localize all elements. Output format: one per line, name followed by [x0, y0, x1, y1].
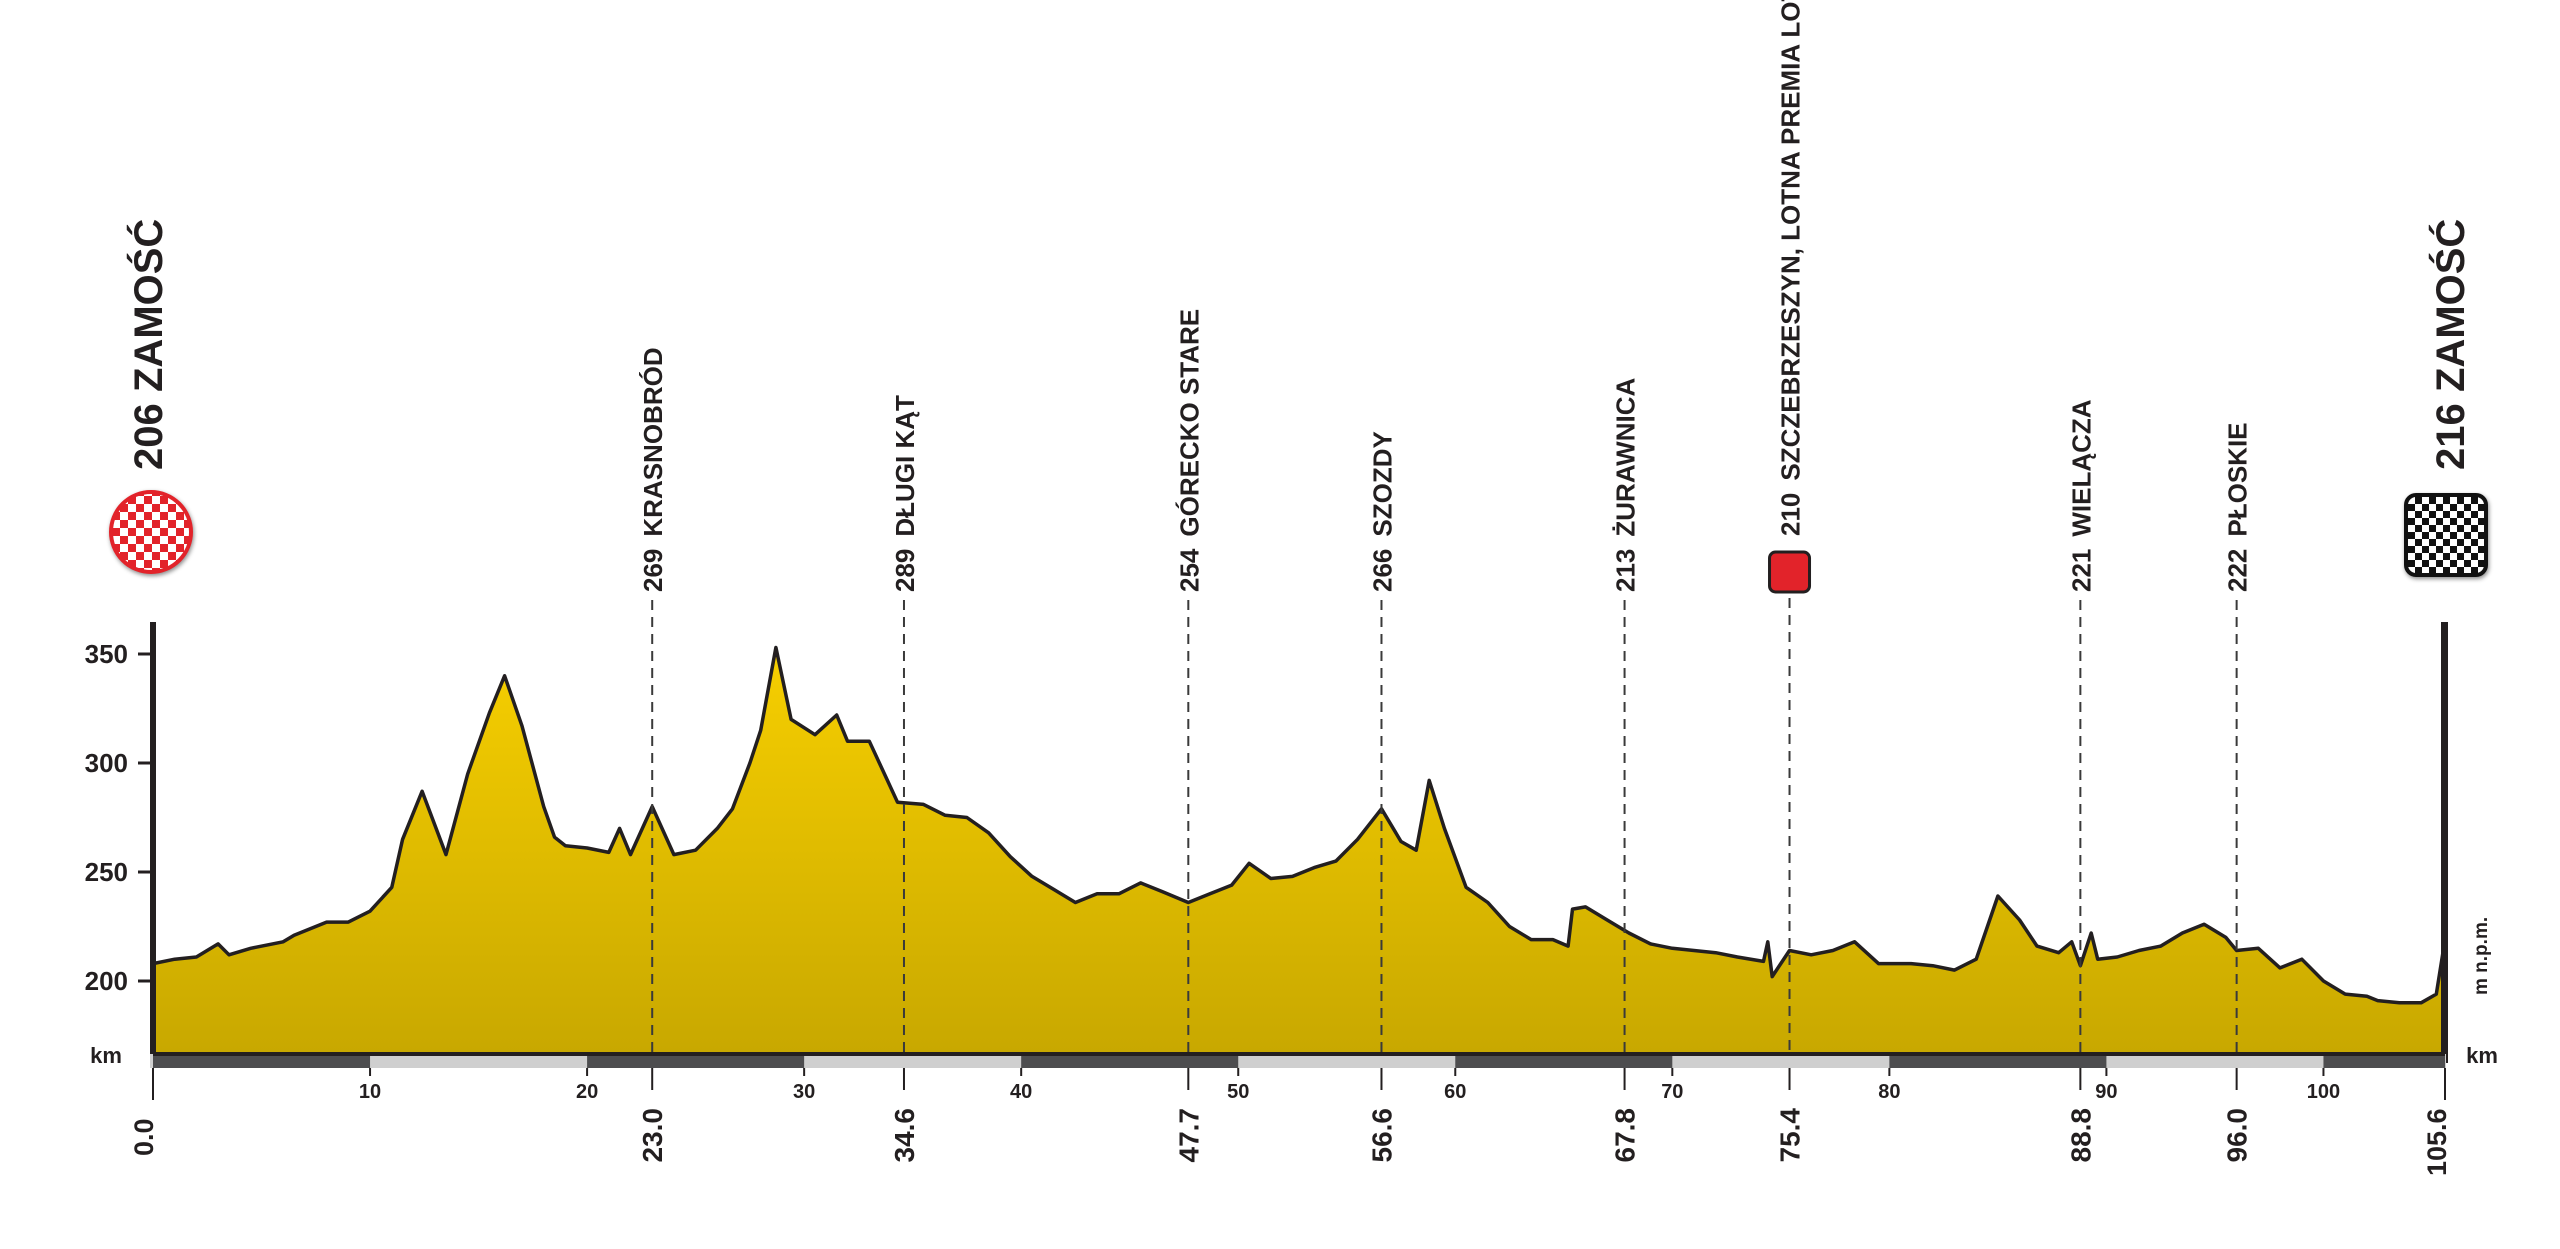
waypoint-name-label: 266SZOZDY — [1367, 431, 1397, 592]
waypoint-km-label: 67.8 — [1610, 1108, 1641, 1163]
x-tick-label: 20 — [576, 1081, 598, 1103]
x-tick-label: 10 — [359, 1081, 381, 1103]
x-tick-label: 80 — [1878, 1081, 1900, 1103]
waypoint-km-label: 47.7 — [1173, 1108, 1204, 1163]
waypoint-name-label: 210SZCZEBRZESZYN, LOTNA PREMIA LOTTO — [1776, 0, 1806, 536]
finish-flag-icon — [2404, 493, 2488, 577]
waypoint-km-label: 88.8 — [2065, 1108, 2096, 1163]
y-tick-label: 250 — [85, 857, 128, 887]
waypoint-km-labels: 23.0 34.6 47.7 56.6 67.8 75.4 88.8 96.0 — [637, 1108, 2252, 1163]
y-unit-label-left: km — [90, 1043, 122, 1068]
finish-label: 216 ZAMOŚĆ — [2427, 219, 2473, 470]
x-tick-label: 30 — [793, 1081, 815, 1103]
x-tick-label: 60 — [1444, 1081, 1466, 1103]
waypoint-name-label: 222PŁOSKIE — [2223, 422, 2253, 592]
distance-bar-segment — [587, 1054, 805, 1068]
y-tick-label: 300 — [85, 748, 128, 778]
distance-bar-segments — [153, 1052, 2445, 1068]
finish-name: ZAMOŚĆ — [2427, 219, 2473, 392]
x-unit-label-right: km — [2466, 1043, 2498, 1068]
elevation-outline — [152, 645, 2447, 1005]
waypoint-km-label: 56.6 — [1366, 1108, 1397, 1163]
waypoint-km-label: 34.6 — [889, 1108, 920, 1163]
start-name: ZAMOŚĆ — [125, 219, 171, 392]
start-flag-icon — [109, 490, 193, 574]
sprint-marker-group — [1768, 550, 1812, 594]
finish-altitude: 216 — [2429, 403, 2473, 470]
distance-bar-segment — [1889, 1054, 2107, 1068]
waypoint-name-label: 289DŁUGI KĄT — [890, 395, 920, 592]
waypoint-km-label: 75.4 — [1775, 1108, 1806, 1163]
start-altitude: 206 — [127, 403, 171, 470]
sprint-marker-icon — [1768, 550, 1812, 594]
waypoint-name-label: 213ŻURAWNICA — [1611, 378, 1641, 592]
distance-bar-segment — [1455, 1054, 1673, 1068]
elevation-area — [153, 647, 2445, 1054]
x-tick-label: 70 — [1661, 1081, 1683, 1103]
y-axis: 200 250 300 350 — [85, 639, 153, 996]
x-tick-label: 40 — [1010, 1081, 1032, 1103]
start-km-label: 0.0 — [129, 1118, 159, 1156]
finish-post — [2441, 622, 2448, 1063]
waypoint-km-label: 23.0 — [637, 1108, 668, 1163]
distance-bar-segment — [2323, 1054, 2445, 1068]
finish-km-label: 105.6 — [2422, 1108, 2452, 1176]
waypoint-name-label: 269KRASNOBRÓD — [638, 347, 668, 592]
y-tick-label: 350 — [85, 639, 128, 669]
x-tick-label: 100 — [2307, 1081, 2340, 1103]
distance-bar-segment — [153, 1054, 371, 1068]
waypoint-name-label: 254GÓRECKO STARE — [1174, 309, 1204, 592]
waypoint-name-label: 221WIELĄCZA — [2066, 399, 2096, 592]
altitude-unit-label: m n.p.m. — [2471, 917, 2492, 995]
waypoint-name-labels: 269KRASNOBRÓD 289DŁUGI KĄT 254GÓRECKO STAR… — [638, 0, 2252, 592]
start-label: 206 ZAMOŚĆ — [125, 219, 171, 470]
y-tick-label: 200 — [85, 966, 128, 996]
x-axis: 10 20 30 40 50 60 70 80 90 100 — [152, 1068, 2446, 1103]
start-post — [150, 622, 156, 1063]
waypoint-lines — [651, 598, 2238, 1090]
waypoint-km-label: 96.0 — [2222, 1108, 2253, 1163]
distance-bar-top-line — [153, 1052, 2445, 1056]
x-tick-label: 50 — [1227, 1081, 1249, 1103]
distance-bar-segment — [1021, 1054, 1239, 1068]
x-tick-label: 90 — [2095, 1081, 2117, 1103]
